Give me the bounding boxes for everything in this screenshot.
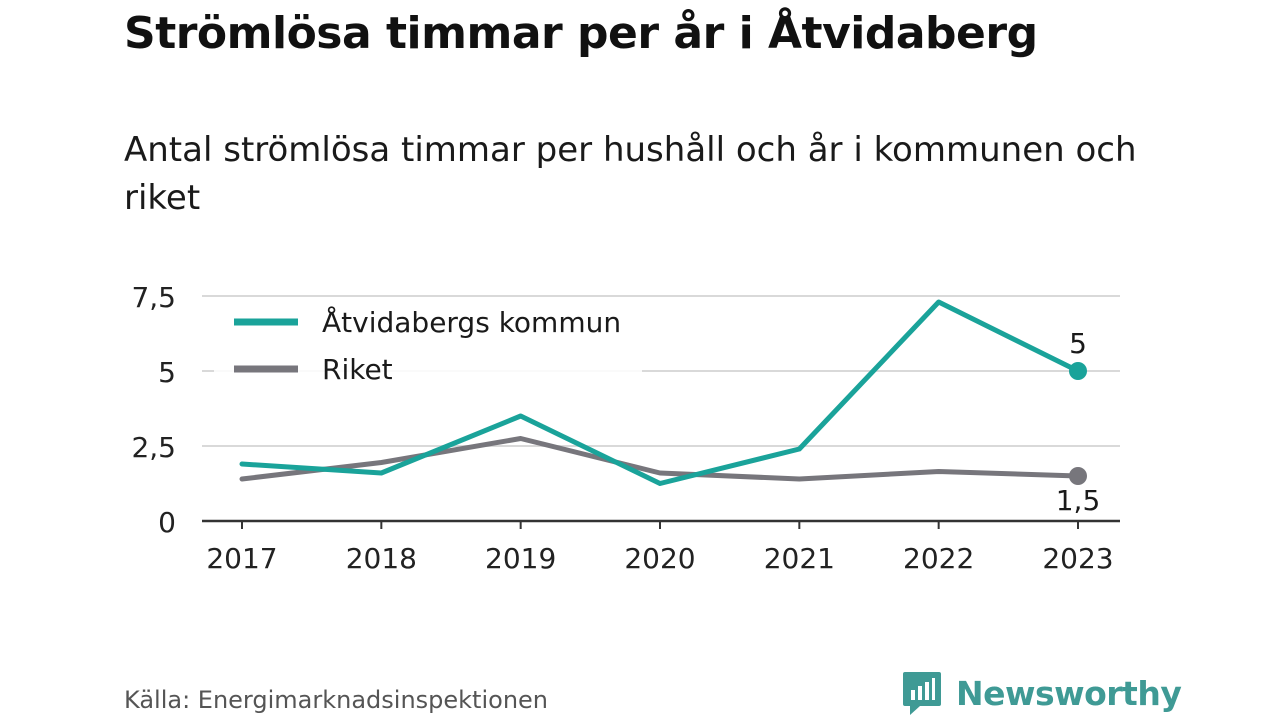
data-label: 1,5 (1056, 484, 1101, 517)
x-tick-label: 2020 (624, 542, 695, 575)
series-line-0 (239, 299, 1081, 486)
legend-label: Riket (322, 353, 393, 386)
end-point-marker (1069, 362, 1087, 380)
x-tick-label: 2022 (903, 542, 974, 575)
y-tick-label: 5 (158, 356, 176, 389)
x-tick-label: 2018 (346, 542, 417, 575)
x-tick-label: 2021 (764, 542, 835, 575)
y-tick-label: 7,5 (131, 281, 176, 314)
series-line-1 (239, 436, 1081, 482)
x-tick-label: 2019 (485, 542, 556, 575)
data-label: 5 (1069, 327, 1087, 360)
y-tick-label: 2,5 (131, 431, 176, 464)
brand-name: Newsworthy (956, 673, 1182, 713)
newsworthy-logo-icon (903, 672, 941, 715)
legend-box (214, 300, 642, 392)
end-point-marker (1069, 467, 1087, 485)
chart-subtitle: Antal strömlösa timmar per hushåll och å… (124, 130, 1137, 218)
chart-title: Strömlösa timmar per år i Åtvidaberg (124, 8, 1038, 59)
brand-logo: Newsworthy (902, 670, 1182, 716)
legend-label: Åtvidabergs kommun (322, 305, 621, 339)
y-tick-label: 0 (158, 506, 176, 539)
x-tick-label: 2023 (1042, 542, 1113, 575)
x-tick-label: 2017 (206, 542, 277, 575)
source-note: Källa: Energimarknadsinspektionen (124, 686, 549, 714)
